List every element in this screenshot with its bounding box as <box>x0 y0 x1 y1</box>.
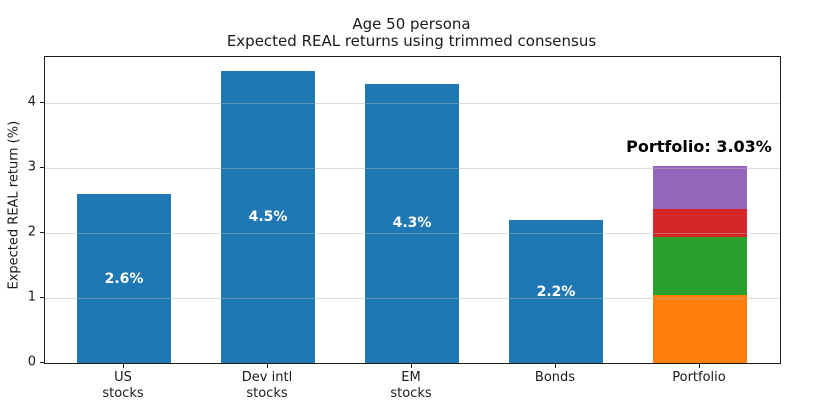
x-tick-label-em-stocks: EM stocks <box>390 370 431 403</box>
chart-title-block: Age 50 persona Expected REAL returns usi… <box>44 16 779 50</box>
stack-segment-em-stocks-contribution <box>653 209 747 237</box>
plot-area: 2.6% 4.5% 4.3% 2.2% <box>44 56 781 364</box>
x-tick-label-line: US <box>114 370 132 385</box>
y-tick-label-1: 1 <box>27 289 36 305</box>
gridline-y-2 <box>45 232 780 234</box>
x-tick-label-dev-intl-stocks: Dev intl stocks <box>242 370 292 403</box>
x-tick-mark-bonds <box>555 364 556 368</box>
x-tick-label-line: stocks <box>102 386 144 402</box>
bar-value-label-us-stocks: 2.6% <box>104 270 144 287</box>
bar-bonds <box>509 220 603 363</box>
gridline-y-4 <box>45 102 780 104</box>
y-tick-mark-0 <box>40 361 44 363</box>
x-tick-label-line: stocks <box>390 386 432 402</box>
gridline-y-1 <box>45 297 780 299</box>
x-tick-mark-dev-intl-stocks <box>267 364 268 368</box>
bar-value-label-bonds: 2.2% <box>536 283 576 300</box>
x-tick-label-portfolio: Portfolio <box>672 370 725 386</box>
stack-segment-dev-intl-stocks-contribution <box>653 236 747 296</box>
stack-segment-us-stocks-contribution <box>653 295 747 363</box>
x-tick-label-bonds: Bonds <box>535 370 575 386</box>
x-tick-label-line: Dev intl <box>241 370 293 385</box>
stack-segment-bonds-contribution <box>653 166 747 210</box>
x-tick-label-line: Bonds <box>534 370 576 385</box>
x-tick-label-us-stocks: US stocks <box>102 370 143 403</box>
x-tick-mark-us-stocks <box>123 364 124 368</box>
x-tick-label-line: stocks <box>246 386 288 402</box>
x-tick-mark-em-stocks <box>411 364 412 368</box>
bar-value-label-dev-intl-stocks: 4.5% <box>248 208 288 225</box>
chart-title: Age 50 persona <box>352 15 471 33</box>
bar-us-stocks <box>77 194 171 363</box>
x-tick-mark-portfolio <box>699 364 700 368</box>
portfolio-annotation: Portfolio: 3.03% <box>626 137 772 157</box>
y-tick-mark-4 <box>40 101 44 103</box>
y-tick-label-4: 4 <box>27 94 36 110</box>
y-tick-label-3: 3 <box>27 159 36 175</box>
x-tick-label-line: Portfolio <box>672 370 726 385</box>
y-tick-label-2: 2 <box>27 224 36 240</box>
y-tick-label-0: 0 <box>27 354 36 370</box>
y-tick-mark-1 <box>40 296 44 298</box>
y-axis-label: Expected REAL return (%) <box>6 120 22 290</box>
bar-em-stocks <box>365 83 459 363</box>
chart-subtitle: Expected REAL returns using trimmed cons… <box>226 31 597 50</box>
bar-value-label-em-stocks: 4.3% <box>392 215 432 232</box>
x-tick-label-line: EM <box>401 370 421 385</box>
y-tick-mark-3 <box>40 166 44 168</box>
gridline-y-3 <box>45 167 780 169</box>
y-tick-mark-2 <box>40 231 44 233</box>
bar-dev-intl-stocks <box>221 70 315 363</box>
